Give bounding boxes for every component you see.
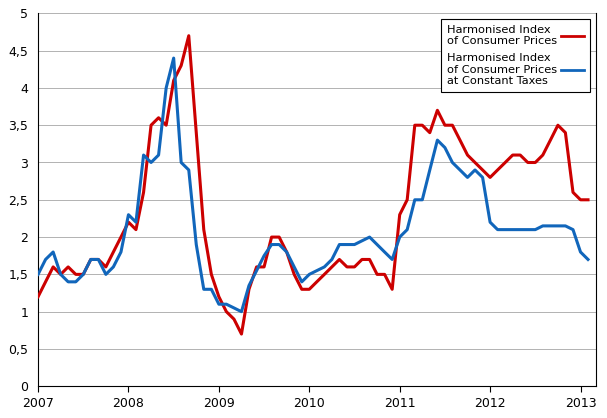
Legend: Harmonised Index
of Consumer Prices, Harmonised Index
of Consumer Prices
at Cons: Harmonised Index of Consumer Prices, Har… [441, 19, 590, 92]
